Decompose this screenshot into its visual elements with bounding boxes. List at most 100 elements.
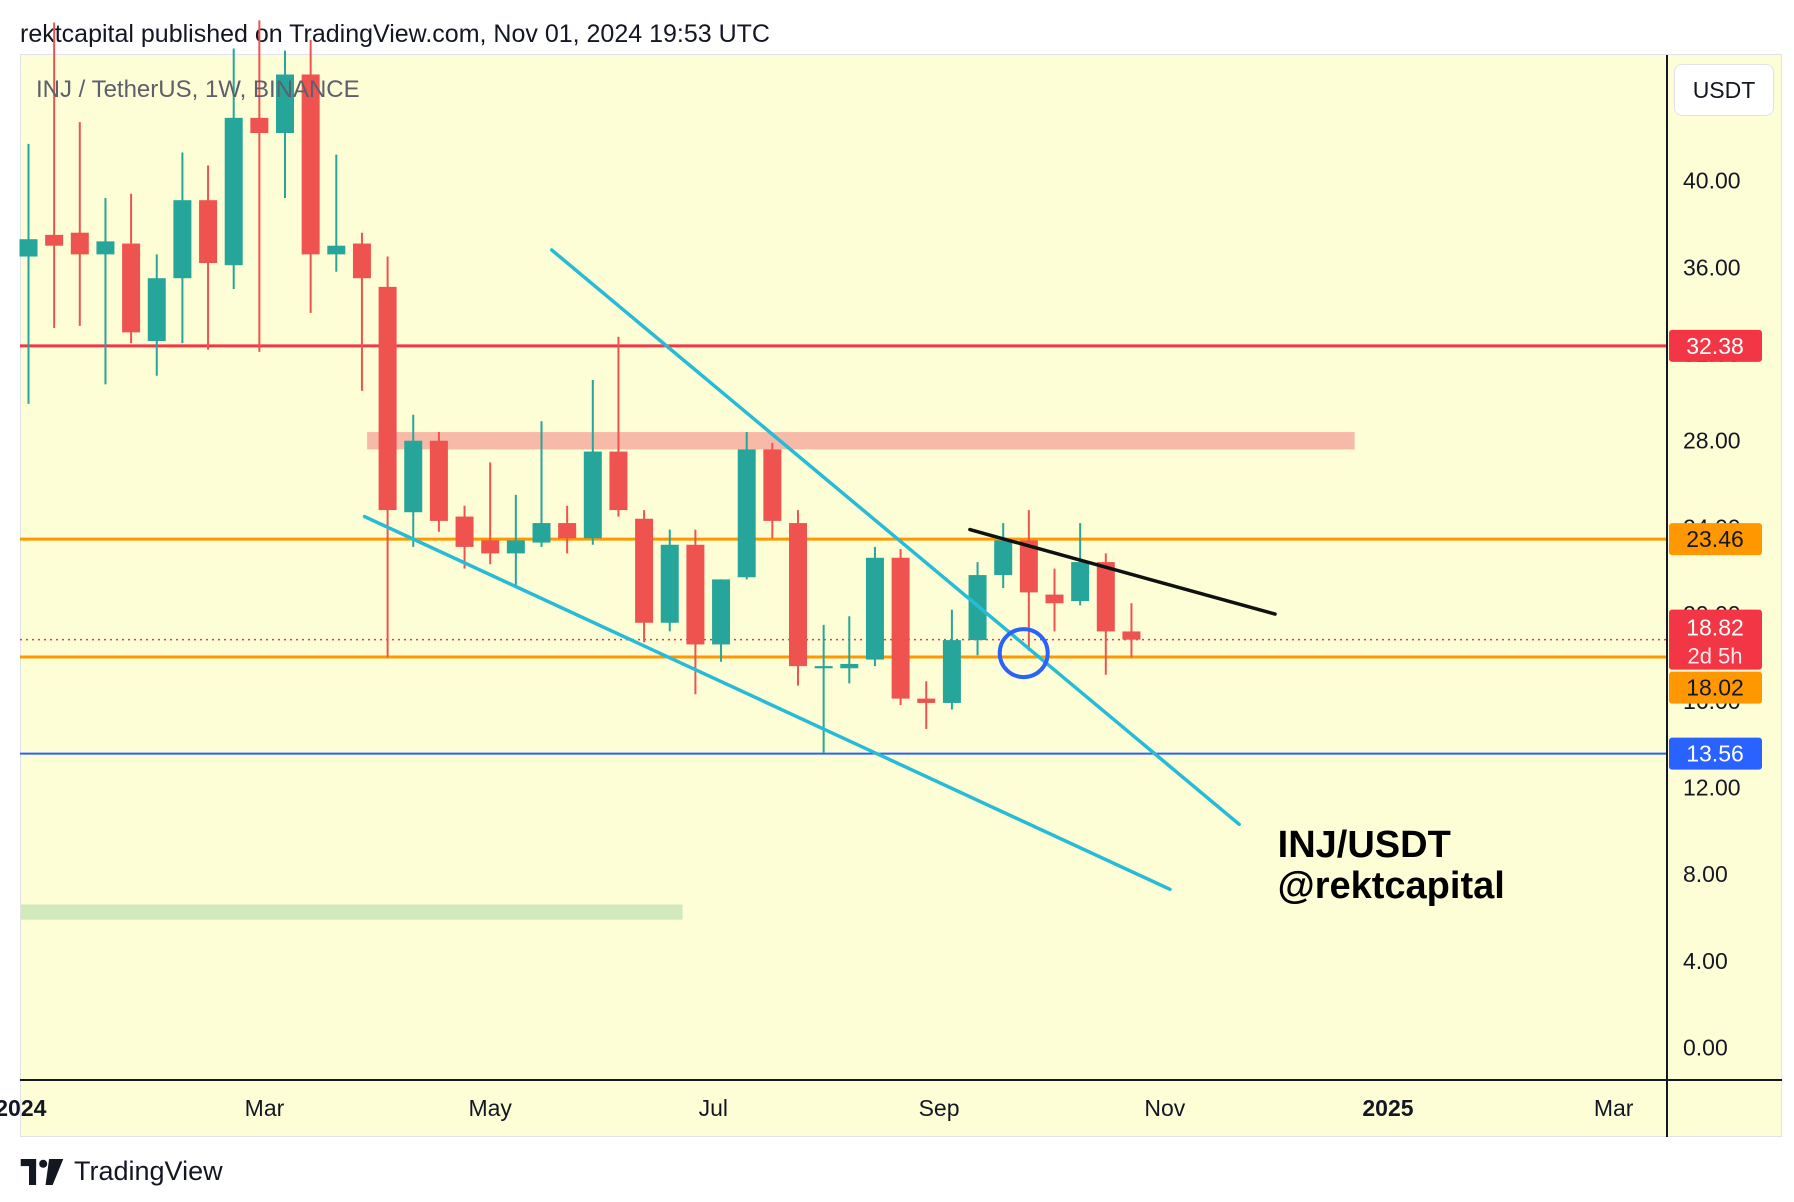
trendline-1 <box>362 514 1172 892</box>
candle-body <box>429 440 448 521</box>
candle-week-8 <box>224 48 243 290</box>
candle-week-28 <box>737 432 756 580</box>
price-tag-text: 13.56 <box>1686 741 1744 767</box>
candle-week-12 <box>327 154 346 272</box>
price-tag-bg <box>1669 329 1762 362</box>
candle-body <box>1071 562 1090 602</box>
candle-week-18 <box>481 462 500 565</box>
zones-layer <box>20 432 1355 920</box>
candle-body <box>455 516 474 547</box>
trendlines-layer <box>362 248 1277 892</box>
time-tick-label: Mar <box>245 1095 285 1121</box>
candle-week-7 <box>199 165 218 350</box>
candle-body <box>327 245 346 255</box>
currency-unit-button[interactable]: USDT <box>1674 64 1774 116</box>
candle-body <box>763 449 782 521</box>
price-tag-23.46: 23.46 <box>1669 523 1762 556</box>
candle-body <box>789 523 807 667</box>
candle-week-3 <box>96 198 115 385</box>
time-tick-label: Nov <box>1144 1095 1185 1121</box>
candle-body <box>712 579 731 645</box>
candle-body <box>635 518 654 623</box>
time-tick-label: Sep <box>919 1095 960 1121</box>
candle-body <box>1045 594 1064 604</box>
candle-week-43 <box>1122 603 1141 658</box>
zone-1 <box>20 904 683 920</box>
candle-week-21 <box>558 505 577 554</box>
footer-brand-label: TradingView <box>74 1156 223 1186</box>
trendline-0 <box>550 248 1241 827</box>
annotation-line-0: INJ/USDT <box>1278 824 1451 866</box>
candle-week-29 <box>763 442 782 539</box>
candle-body <box>917 698 936 703</box>
price-tag-bg <box>1669 523 1762 556</box>
tradingview-logo-icon <box>20 1158 64 1185</box>
candle-week-39 <box>1019 510 1038 651</box>
candle-week-17 <box>455 505 474 569</box>
candle-week-41 <box>1071 523 1090 606</box>
candle-week-25 <box>660 529 679 632</box>
candle-body <box>301 74 320 255</box>
axes-layer: 0.004.008.0012.0016.0020.0024.0028.0032.… <box>0 55 1782 1137</box>
price-tag-text: 23.46 <box>1686 526 1744 552</box>
candle-body <box>994 540 1013 576</box>
candle-body <box>814 666 833 669</box>
candle-week-16 <box>429 432 448 532</box>
candle-body <box>865 557 884 660</box>
price-tick-label: 0.00 <box>1683 1034 1728 1060</box>
candle-body <box>352 243 371 279</box>
candle-body <box>122 243 141 333</box>
candle-body <box>199 200 218 264</box>
candle-body <box>660 544 679 623</box>
footer-brand[interactable]: TradingView <box>20 1156 223 1187</box>
time-tick-label: 2024 <box>0 1095 47 1121</box>
candle-week-40 <box>1045 568 1064 632</box>
candle-week-2 <box>70 122 89 326</box>
levels-layer <box>20 344 1667 755</box>
candle-body <box>378 286 397 511</box>
zone-0 <box>367 432 1355 450</box>
candle-week-37 <box>968 562 987 656</box>
candle-body <box>147 278 166 342</box>
candle-body <box>45 234 64 246</box>
candle-body <box>558 523 577 539</box>
candle-body <box>942 640 961 703</box>
candle-week-24 <box>635 510 654 643</box>
time-tick-label: May <box>468 1095 512 1121</box>
candle-week-27 <box>712 579 731 662</box>
symbol-legend: INJ / TetherUS, 1W, BINANCE <box>36 76 360 103</box>
candle-week-5 <box>147 254 166 376</box>
highlight-circle <box>997 627 1050 680</box>
price-tag-32.38: 32.38 <box>1669 329 1762 362</box>
candle-week-22 <box>583 380 602 545</box>
candle-week-30 <box>789 510 807 686</box>
trendline-2 <box>968 527 1277 616</box>
publish-info: rektcapital published on TradingView.com… <box>20 20 770 48</box>
candle-week-34 <box>891 549 910 706</box>
candle-body <box>224 117 243 266</box>
candle-body <box>404 440 423 513</box>
candle-week-6 <box>173 152 192 344</box>
candle-body <box>891 557 910 699</box>
candle-body <box>250 117 269 134</box>
price-tick-label: 8.00 <box>1683 861 1728 887</box>
price-tag-13.56: 13.56 <box>1669 737 1762 770</box>
candle-week-9 <box>250 20 269 352</box>
candle-body <box>583 451 602 539</box>
time-tick-label: Jul <box>699 1095 728 1121</box>
candle-body <box>1122 631 1141 640</box>
candle-week-13 <box>352 232 371 391</box>
candle-body <box>1019 540 1038 593</box>
candle-week-14 <box>378 256 397 658</box>
price-tick-label: 40.00 <box>1683 168 1741 194</box>
candle-week-32 <box>840 616 859 684</box>
candle-body <box>532 523 551 543</box>
candle-week-38 <box>994 523 1013 589</box>
price-tag-text: 18.82 <box>1686 615 1744 641</box>
candle-body <box>96 241 115 255</box>
candle-week-35 <box>917 681 936 729</box>
candle-body <box>686 544 705 645</box>
candle-body <box>506 540 525 554</box>
candle-body <box>481 540 500 554</box>
